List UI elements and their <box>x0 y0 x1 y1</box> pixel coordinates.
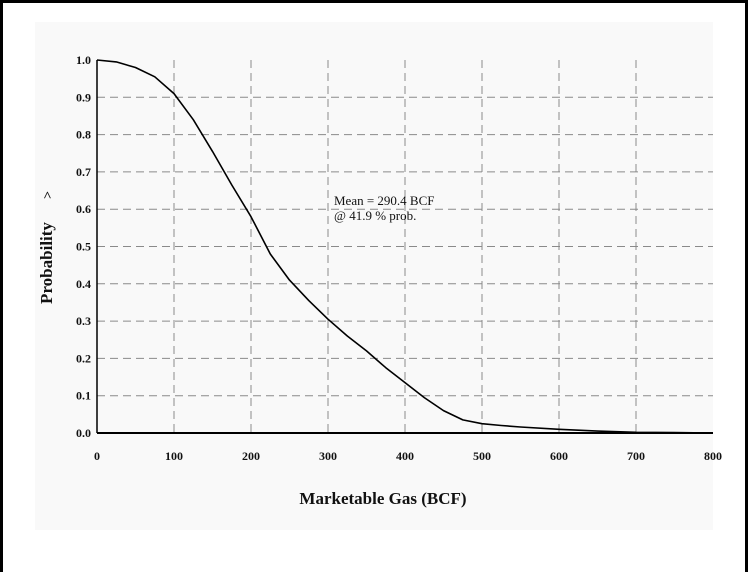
y-axis-ticks: 0.0 0.1 0.2 0.3 0.4 0.5 0.6 0.7 0.8 0.9 1.0 <box>76 53 91 440</box>
x-tick-label: 100 <box>165 449 183 463</box>
x-tick-label: 600 <box>550 449 568 463</box>
y-axis-arrow-icon: > <box>41 191 56 199</box>
x-axis-title: Marketable Gas (BCF) <box>299 489 466 508</box>
grid-lines <box>97 60 713 433</box>
y-tick-label: 0.1 <box>76 389 91 403</box>
y-tick-label: 0.5 <box>76 240 91 254</box>
x-axis-ticks: 0 100 200 300 400 500 600 700 800 <box>94 449 722 463</box>
y-tick-label: 0.7 <box>76 165 91 179</box>
y-tick-label: 0.4 <box>76 277 91 291</box>
x-tick-label: 700 <box>627 449 645 463</box>
x-tick-label: 400 <box>396 449 414 463</box>
probability-curve <box>96 59 714 434</box>
y-tick-label: 0.9 <box>76 90 91 104</box>
y-tick-label: 0.0 <box>76 426 91 440</box>
series-layer <box>96 59 714 434</box>
chart-background <box>35 22 713 530</box>
x-tick-label: 800 <box>704 449 722 463</box>
y-tick-label: 0.8 <box>76 128 91 142</box>
y-axis-title: Probability <box>37 222 56 304</box>
y-tick-label: 0.6 <box>76 202 91 216</box>
mean-annotation-line1: Mean = 290.4 BCF <box>334 193 435 208</box>
x-tick-label: 0 <box>94 449 100 463</box>
y-tick-label: 0.3 <box>76 314 91 328</box>
x-tick-label: 200 <box>242 449 260 463</box>
y-tick-label: 0.2 <box>76 351 91 365</box>
x-tick-label: 500 <box>473 449 491 463</box>
chart-axes <box>96 60 713 434</box>
x-tick-label: 300 <box>319 449 337 463</box>
mean-annotation-line2: @ 41.9 % prob. <box>334 208 416 223</box>
y-tick-label: 1.0 <box>76 53 91 67</box>
